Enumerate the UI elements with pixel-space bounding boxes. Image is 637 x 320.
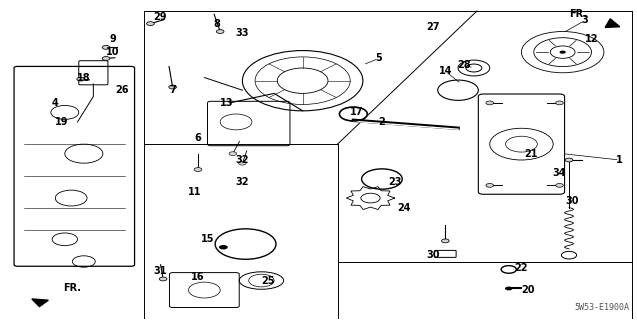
Text: 13: 13 — [220, 98, 233, 108]
Circle shape — [217, 30, 224, 33]
Polygon shape — [32, 299, 48, 307]
Text: 5W53-E1900A: 5W53-E1900A — [575, 303, 629, 312]
Text: 8: 8 — [213, 19, 220, 28]
Text: 32: 32 — [236, 155, 249, 165]
Text: 28: 28 — [457, 60, 471, 70]
Text: 27: 27 — [426, 22, 440, 32]
Text: 20: 20 — [521, 285, 534, 295]
Text: 2: 2 — [378, 117, 385, 127]
Text: 21: 21 — [524, 149, 538, 159]
Text: 30: 30 — [566, 196, 579, 206]
Text: 30: 30 — [426, 250, 440, 260]
Text: 15: 15 — [201, 234, 214, 244]
Text: 29: 29 — [153, 12, 167, 22]
Text: 19: 19 — [55, 117, 68, 127]
Circle shape — [486, 101, 494, 105]
Text: 5: 5 — [375, 53, 382, 63]
Text: 3: 3 — [582, 15, 588, 25]
Text: 23: 23 — [388, 177, 401, 187]
Text: 4: 4 — [52, 98, 59, 108]
Text: 7: 7 — [169, 85, 176, 95]
Text: FR.: FR. — [569, 9, 587, 19]
Text: 25: 25 — [261, 276, 275, 285]
Text: 18: 18 — [77, 73, 90, 83]
Circle shape — [239, 161, 246, 165]
Circle shape — [505, 287, 513, 290]
Circle shape — [441, 239, 449, 243]
Text: 1: 1 — [617, 155, 623, 165]
Text: 10: 10 — [106, 47, 119, 57]
Circle shape — [559, 51, 566, 54]
Text: 33: 33 — [236, 28, 249, 38]
Text: 17: 17 — [350, 108, 363, 117]
Text: 14: 14 — [439, 66, 452, 76]
Circle shape — [102, 57, 110, 60]
Text: FR.: FR. — [64, 283, 82, 293]
Text: 22: 22 — [515, 263, 528, 273]
Text: 32: 32 — [236, 177, 249, 187]
Circle shape — [219, 245, 228, 250]
Text: 12: 12 — [585, 35, 598, 44]
Circle shape — [159, 277, 167, 281]
Text: 34: 34 — [553, 168, 566, 178]
Text: 26: 26 — [115, 85, 129, 95]
Polygon shape — [605, 19, 620, 28]
Text: 6: 6 — [195, 133, 201, 143]
Text: 16: 16 — [191, 272, 204, 282]
Circle shape — [565, 158, 573, 162]
Circle shape — [169, 85, 176, 89]
Circle shape — [486, 183, 494, 187]
Circle shape — [102, 45, 110, 49]
Circle shape — [555, 183, 563, 187]
Text: 31: 31 — [153, 266, 167, 276]
Circle shape — [194, 168, 202, 172]
Text: 9: 9 — [109, 35, 116, 44]
Text: 24: 24 — [397, 203, 411, 212]
Text: 11: 11 — [188, 187, 201, 197]
Circle shape — [229, 152, 237, 156]
Circle shape — [555, 101, 563, 105]
Circle shape — [147, 22, 154, 26]
Circle shape — [77, 77, 85, 81]
